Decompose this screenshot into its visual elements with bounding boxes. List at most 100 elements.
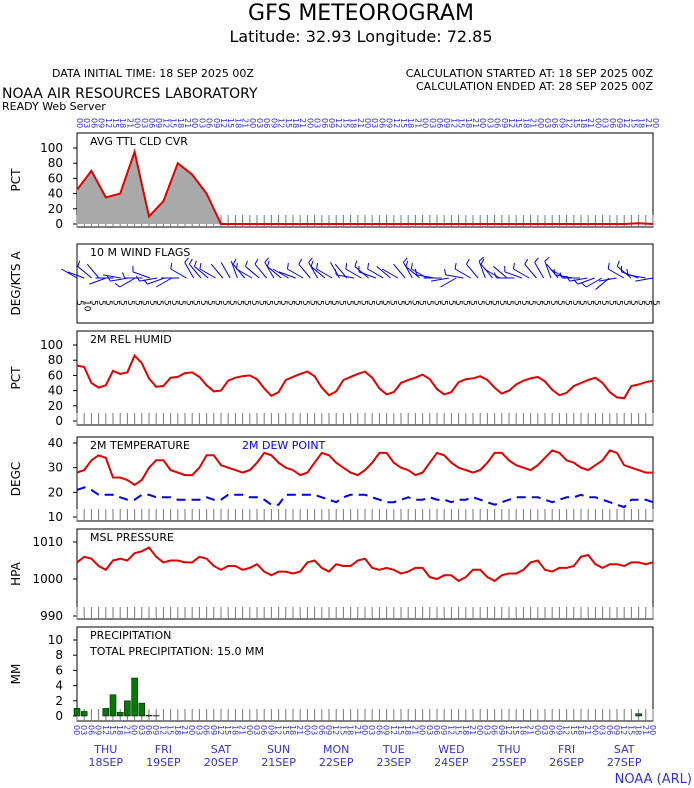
top-hour-label: 00 [478,118,487,128]
wind-speed-label: 5 [446,300,456,306]
bottom-hour-label: 15 [396,725,405,735]
wind-speed-label: 5 [132,300,142,306]
top-hour-label: 15 [514,118,523,128]
precip-bar [145,714,153,717]
mslp-ytick-label: 1010 [32,535,63,549]
rh-ytick-label: 100 [40,338,63,352]
precip-bar [80,711,88,717]
wind-ylabel: DEG/KTS A [9,251,23,316]
wind-barb-flag [310,260,314,267]
wind-barb [569,277,588,282]
top-hour-label: 12 [449,118,458,128]
wind-barb-flag [512,262,515,270]
hour-labels-top: 0003060912151821000306091215182100030609… [75,118,660,128]
bottom-hour-label: 09 [151,725,160,735]
wind-barb [210,263,224,279]
bottom-hour-label: 18 [461,725,470,735]
bottom-hour-label: 09 [324,725,333,735]
top-hour-label: 18 [637,118,646,128]
bottom-hour-label: 03 [79,725,88,735]
rh-title: 2M REL HUMID [90,333,172,346]
date-axis: 0003060912151821000306091215182100030609… [72,725,657,769]
wind-barb-flag [199,262,202,270]
wind-barb [67,271,85,279]
wind-speed-label: 5 [74,300,84,306]
wind-barb [504,271,522,279]
wind-barb [358,271,377,279]
wind-speed-label: 5 [103,300,113,306]
wind-speed-label: 5 [358,300,368,306]
bottom-hour-label: 09 [209,725,218,735]
day-date: 23SEP [377,756,412,769]
wind-barb [86,263,100,279]
bottom-hour-label: 00 [72,725,81,735]
top-hour-label: 09 [500,118,509,128]
wind-barb [454,268,471,279]
bottom-hour-label: 15 [626,725,635,735]
wind-speed-label: 5 [366,300,376,306]
cloud-line [76,148,654,225]
temp-title: 2M TEMPERATURE [90,439,190,452]
top-hour-label: 18 [233,118,242,128]
precip-bar [73,708,81,717]
wind-speed-label: 5 [242,300,252,306]
wind-barb [445,274,464,279]
bottom-hour-label: 06 [317,725,326,735]
top-hour-label: 18 [464,118,473,128]
bottom-hour-label: 06 [202,725,211,735]
top-hour-label: 06 [608,118,617,128]
wind-barb [310,266,326,279]
wind-speed-label: 5 [380,300,390,306]
top-hour-label: 06 [89,118,98,128]
wind-barb [110,277,129,282]
top-hour-label: 21 [644,118,653,128]
bottom-hour-label: 03 [252,725,261,735]
wind-speed-label: 5 [599,300,609,306]
cloud-ytick-label: 80 [48,156,63,170]
mslp-title: MSL PRESSURE [90,531,174,544]
calc-started: CALCULATION STARTED AT: 18 SEP 2025 00Z [406,67,654,80]
wind-barb-flag [334,268,337,275]
top-hour-label: 18 [521,118,530,128]
bottom-hour-label: 15 [281,725,290,735]
wind-title: 10 M WIND FLAGS [90,246,190,259]
wind-barb [345,268,362,279]
wind-barb [598,277,617,282]
wind-speed-label: 5 [533,300,543,306]
top-hour-label: 03 [255,118,264,128]
bottom-hour-label: 12 [389,725,398,735]
wind-barb [354,266,369,279]
bottom-hour-label: 21 [180,725,189,735]
wind-barb-flag [354,260,358,267]
wind-frame [76,243,654,324]
bottom-hour-label: 09 [497,725,506,735]
wind-barb-flag [266,260,270,267]
wind-barb [524,263,537,279]
wind-speed-label: 5 [198,300,208,306]
bottom-hour-label: 18 [173,725,182,735]
bottom-hour-label: 18 [518,725,527,735]
bottom-hour-label: 03 [367,725,376,735]
wind-barb [544,260,552,279]
wind-speed-label: 5 [635,300,645,306]
bottom-hour-label: 06 [432,725,441,735]
bottom-hour-label: 00 [302,725,311,735]
bottom-hour-label: 00 [130,725,139,735]
temperature-line [76,449,653,487]
dewpoint-title: 2M DEW POINT [242,439,326,452]
wind-barb-flag [524,258,529,265]
wind-speed-label: 5 [191,300,201,306]
rh-ytick-label: 20 [48,399,63,413]
bottom-hour-label: 12 [101,725,110,735]
wind-speed-label: 5 [344,300,354,306]
precip-bar [124,700,131,717]
wind-barb [272,268,289,279]
dewpoint-line [76,486,654,509]
wind-speed-label: 5 [570,300,580,306]
top-hour-label: 00 [305,118,314,128]
wind-barb-flag [573,279,579,285]
bottom-hour-label: 06 [547,725,556,735]
